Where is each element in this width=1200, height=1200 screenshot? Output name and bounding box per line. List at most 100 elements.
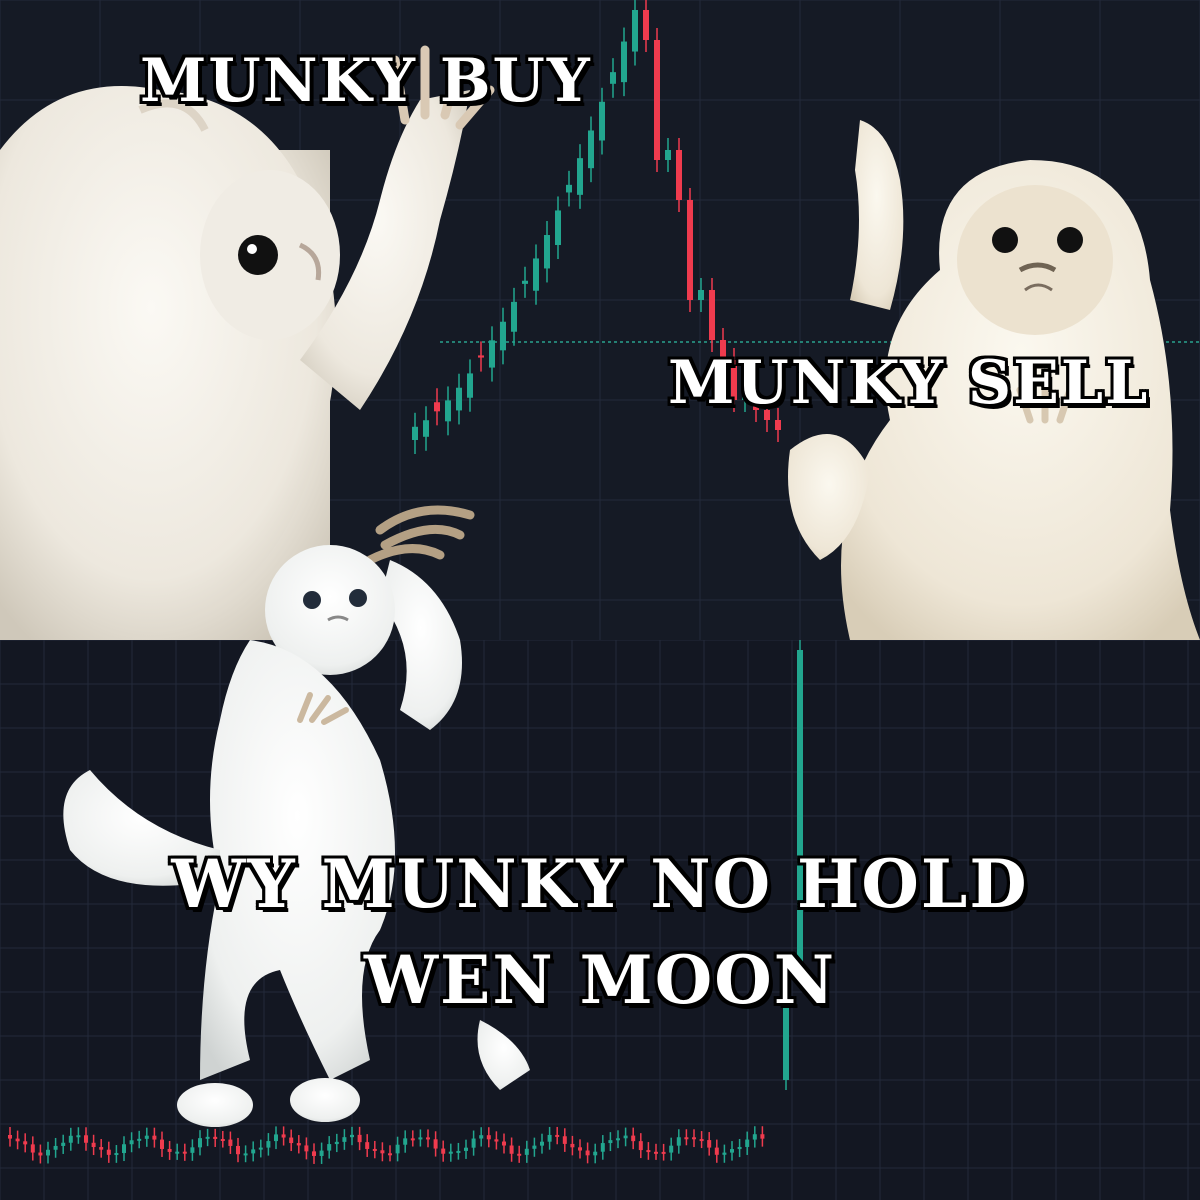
candle-body [426, 1137, 430, 1140]
candle-body [220, 1138, 225, 1141]
candle-body [372, 1148, 377, 1151]
candle-body [266, 1141, 271, 1148]
candle-body [562, 1136, 567, 1144]
candle-body [533, 258, 539, 291]
candle-body [144, 1135, 149, 1139]
candle-body [357, 1134, 362, 1143]
candle-body [616, 1138, 620, 1141]
candle-body [631, 1135, 636, 1142]
candle-body [600, 1143, 605, 1152]
candle-body [319, 1150, 324, 1156]
candle-body [585, 1150, 590, 1156]
candle-body [296, 1143, 301, 1146]
candle-body [489, 340, 495, 368]
candle-body [555, 210, 561, 246]
candle-body [699, 1139, 704, 1142]
candle-body [129, 1140, 134, 1145]
candle-body [752, 1134, 757, 1140]
candle-body [167, 1148, 172, 1152]
candle-body [205, 1136, 210, 1139]
candle-body [555, 1134, 560, 1137]
candle-body [479, 1135, 484, 1139]
caption-line-2: WEN MOON [363, 941, 837, 1019]
candle-body [684, 1137, 689, 1140]
candle-body [137, 1138, 142, 1141]
candle-body [654, 40, 660, 160]
candle-body [540, 1141, 544, 1146]
candle-body [182, 1151, 187, 1154]
candle-body [669, 1145, 674, 1153]
candle-body [243, 1153, 248, 1156]
candle-body [433, 1139, 438, 1149]
candle-body [511, 301, 517, 332]
candle-body [30, 1144, 35, 1153]
candle-body [46, 1149, 50, 1156]
candle-body [737, 1146, 742, 1150]
candle-body [730, 1149, 734, 1153]
candle-body [464, 1147, 468, 1151]
candle-body [350, 1134, 354, 1138]
candle-body [654, 1151, 658, 1154]
candle-body [84, 1135, 88, 1143]
candle-body [53, 1145, 58, 1150]
candle-body [698, 290, 704, 300]
candle-body [445, 400, 451, 422]
candle-body [122, 1144, 126, 1154]
candle-body [38, 1152, 43, 1156]
candle-body [175, 1151, 180, 1154]
candle-body [441, 1148, 446, 1154]
candle-body [731, 360, 737, 400]
candle-body [797, 650, 803, 970]
candle-body [281, 1134, 286, 1138]
candle-body [517, 1153, 522, 1156]
candle-body [522, 280, 528, 284]
caption-bottom: WY MUNKY NO HOLD WEN MOON [0, 836, 1200, 1028]
candle-body [500, 321, 506, 351]
candle-body [289, 1137, 294, 1144]
candle-body [312, 1151, 316, 1156]
candle-body [327, 1144, 332, 1151]
candle-body [68, 1135, 73, 1143]
candle-body [632, 10, 638, 52]
candle-body [661, 1151, 666, 1154]
candle-body [709, 290, 715, 340]
candle-body [547, 1134, 552, 1142]
candle-body [764, 410, 770, 420]
candle-body [258, 1147, 263, 1150]
candle-body [365, 1142, 370, 1149]
candle-body [342, 1137, 347, 1142]
candle-body [160, 1139, 164, 1149]
candle-body [707, 1140, 712, 1148]
candle-body [23, 1141, 28, 1145]
candle-body [593, 1151, 598, 1156]
candle-body [722, 1152, 727, 1155]
candle-body [760, 1134, 765, 1139]
candle-body [456, 387, 462, 411]
candle-body [236, 1145, 240, 1155]
candle-body [380, 1150, 385, 1154]
candle-body [448, 1151, 453, 1154]
candle-body [588, 130, 594, 169]
candle-body [544, 235, 550, 269]
candle-body [570, 1143, 575, 1148]
candle-body [676, 1137, 681, 1146]
candle-body [714, 1147, 719, 1155]
candle-body [467, 373, 473, 398]
candle-body [190, 1147, 195, 1153]
candle-body [608, 1140, 613, 1144]
candle-body [8, 1135, 12, 1139]
candle-body [434, 402, 440, 412]
caption-line-1: WY MUNKY NO HOLD [171, 845, 1029, 923]
candle-body [388, 1153, 392, 1156]
candle-body [623, 1135, 628, 1139]
candle-body [720, 340, 726, 360]
candle-body [610, 72, 616, 84]
candle-body [418, 1137, 423, 1140]
candle-body [646, 1150, 651, 1153]
candle-body [228, 1139, 233, 1146]
candle-body [775, 420, 781, 430]
candle-body [742, 380, 748, 400]
candle-body [566, 184, 572, 193]
candle-body [577, 158, 583, 195]
candle-body [251, 1149, 256, 1154]
